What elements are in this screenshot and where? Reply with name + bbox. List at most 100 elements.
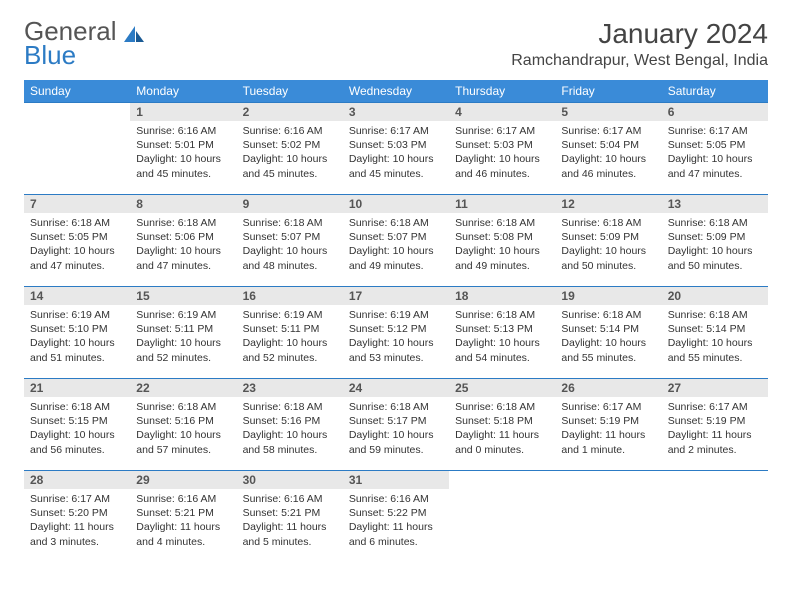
day-details: Sunrise: 6:17 AMSunset: 5:20 PMDaylight:… bbox=[24, 489, 130, 553]
day-details: Sunrise: 6:18 AMSunset: 5:09 PMDaylight:… bbox=[662, 213, 768, 277]
calendar-empty-cell bbox=[662, 471, 768, 563]
day-number: 26 bbox=[555, 379, 661, 397]
calendar-day-cell: 20Sunrise: 6:18 AMSunset: 5:14 PMDayligh… bbox=[662, 287, 768, 379]
calendar-empty-cell bbox=[449, 471, 555, 563]
day-details: Sunrise: 6:16 AMSunset: 5:21 PMDaylight:… bbox=[237, 489, 343, 553]
day-details: Sunrise: 6:19 AMSunset: 5:11 PMDaylight:… bbox=[237, 305, 343, 369]
day-number: 24 bbox=[343, 379, 449, 397]
day-details: Sunrise: 6:18 AMSunset: 5:06 PMDaylight:… bbox=[130, 213, 236, 277]
weekday-row: SundayMondayTuesdayWednesdayThursdayFrid… bbox=[24, 80, 768, 103]
day-details: Sunrise: 6:17 AMSunset: 5:05 PMDaylight:… bbox=[662, 121, 768, 185]
day-number: 8 bbox=[130, 195, 236, 213]
brand-logo: GeneralBlue bbox=[24, 18, 146, 68]
day-details: Sunrise: 6:18 AMSunset: 5:07 PMDaylight:… bbox=[343, 213, 449, 277]
weekday-header: Saturday bbox=[662, 80, 768, 103]
day-details: Sunrise: 6:18 AMSunset: 5:08 PMDaylight:… bbox=[449, 213, 555, 277]
calendar-week-row: 28Sunrise: 6:17 AMSunset: 5:20 PMDayligh… bbox=[24, 471, 768, 563]
day-details: Sunrise: 6:18 AMSunset: 5:13 PMDaylight:… bbox=[449, 305, 555, 369]
calendar-week-row: 14Sunrise: 6:19 AMSunset: 5:10 PMDayligh… bbox=[24, 287, 768, 379]
day-number: 20 bbox=[662, 287, 768, 305]
calendar-day-cell: 10Sunrise: 6:18 AMSunset: 5:07 PMDayligh… bbox=[343, 195, 449, 287]
day-number: 27 bbox=[662, 379, 768, 397]
calendar-day-cell: 12Sunrise: 6:18 AMSunset: 5:09 PMDayligh… bbox=[555, 195, 661, 287]
sail-icon bbox=[122, 24, 146, 44]
calendar-day-cell: 15Sunrise: 6:19 AMSunset: 5:11 PMDayligh… bbox=[130, 287, 236, 379]
calendar-day-cell: 24Sunrise: 6:18 AMSunset: 5:17 PMDayligh… bbox=[343, 379, 449, 471]
location: Ramchandrapur, West Bengal, India bbox=[511, 52, 768, 70]
day-details: Sunrise: 6:18 AMSunset: 5:14 PMDaylight:… bbox=[662, 305, 768, 369]
day-number: 5 bbox=[555, 103, 661, 121]
day-details: Sunrise: 6:17 AMSunset: 5:19 PMDaylight:… bbox=[662, 397, 768, 461]
weekday-header: Sunday bbox=[24, 80, 130, 103]
day-details: Sunrise: 6:16 AMSunset: 5:01 PMDaylight:… bbox=[130, 121, 236, 185]
day-number: 29 bbox=[130, 471, 236, 489]
calendar-empty-cell bbox=[555, 471, 661, 563]
day-number: 11 bbox=[449, 195, 555, 213]
day-details: Sunrise: 6:18 AMSunset: 5:05 PMDaylight:… bbox=[24, 213, 130, 277]
day-number: 23 bbox=[237, 379, 343, 397]
calendar-day-cell: 18Sunrise: 6:18 AMSunset: 5:13 PMDayligh… bbox=[449, 287, 555, 379]
day-number: 13 bbox=[662, 195, 768, 213]
day-details: Sunrise: 6:17 AMSunset: 5:03 PMDaylight:… bbox=[449, 121, 555, 185]
calendar-day-cell: 6Sunrise: 6:17 AMSunset: 5:05 PMDaylight… bbox=[662, 103, 768, 195]
calendar-day-cell: 26Sunrise: 6:17 AMSunset: 5:19 PMDayligh… bbox=[555, 379, 661, 471]
month-title: January 2024 bbox=[511, 18, 768, 50]
day-details: Sunrise: 6:18 AMSunset: 5:14 PMDaylight:… bbox=[555, 305, 661, 369]
calendar-day-cell: 2Sunrise: 6:16 AMSunset: 5:02 PMDaylight… bbox=[237, 103, 343, 195]
day-number: 18 bbox=[449, 287, 555, 305]
calendar-empty-cell bbox=[24, 103, 130, 195]
calendar-day-cell: 5Sunrise: 6:17 AMSunset: 5:04 PMDaylight… bbox=[555, 103, 661, 195]
day-number: 2 bbox=[237, 103, 343, 121]
calendar-day-cell: 23Sunrise: 6:18 AMSunset: 5:16 PMDayligh… bbox=[237, 379, 343, 471]
day-details: Sunrise: 6:16 AMSunset: 5:02 PMDaylight:… bbox=[237, 121, 343, 185]
calendar-day-cell: 9Sunrise: 6:18 AMSunset: 5:07 PMDaylight… bbox=[237, 195, 343, 287]
header: GeneralBlue January 2024 Ramchandrapur, … bbox=[24, 18, 768, 70]
day-details: Sunrise: 6:18 AMSunset: 5:09 PMDaylight:… bbox=[555, 213, 661, 277]
day-number: 25 bbox=[449, 379, 555, 397]
day-number: 15 bbox=[130, 287, 236, 305]
calendar-day-cell: 3Sunrise: 6:17 AMSunset: 5:03 PMDaylight… bbox=[343, 103, 449, 195]
day-details: Sunrise: 6:18 AMSunset: 5:15 PMDaylight:… bbox=[24, 397, 130, 461]
brand-part2: Blue bbox=[24, 42, 146, 68]
day-number: 16 bbox=[237, 287, 343, 305]
day-number: 22 bbox=[130, 379, 236, 397]
day-number: 4 bbox=[449, 103, 555, 121]
calendar-day-cell: 31Sunrise: 6:16 AMSunset: 5:22 PMDayligh… bbox=[343, 471, 449, 563]
calendar-day-cell: 11Sunrise: 6:18 AMSunset: 5:08 PMDayligh… bbox=[449, 195, 555, 287]
calendar-day-cell: 4Sunrise: 6:17 AMSunset: 5:03 PMDaylight… bbox=[449, 103, 555, 195]
day-details: Sunrise: 6:18 AMSunset: 5:16 PMDaylight:… bbox=[237, 397, 343, 461]
day-number: 31 bbox=[343, 471, 449, 489]
day-details: Sunrise: 6:19 AMSunset: 5:10 PMDaylight:… bbox=[24, 305, 130, 369]
weekday-header: Friday bbox=[555, 80, 661, 103]
calendar-day-cell: 16Sunrise: 6:19 AMSunset: 5:11 PMDayligh… bbox=[237, 287, 343, 379]
day-details: Sunrise: 6:16 AMSunset: 5:21 PMDaylight:… bbox=[130, 489, 236, 553]
calendar-week-row: 7Sunrise: 6:18 AMSunset: 5:05 PMDaylight… bbox=[24, 195, 768, 287]
calendar-table: SundayMondayTuesdayWednesdayThursdayFrid… bbox=[24, 80, 768, 563]
day-number: 10 bbox=[343, 195, 449, 213]
calendar-day-cell: 29Sunrise: 6:16 AMSunset: 5:21 PMDayligh… bbox=[130, 471, 236, 563]
day-number: 19 bbox=[555, 287, 661, 305]
day-details: Sunrise: 6:17 AMSunset: 5:04 PMDaylight:… bbox=[555, 121, 661, 185]
day-details: Sunrise: 6:17 AMSunset: 5:03 PMDaylight:… bbox=[343, 121, 449, 185]
weekday-header: Wednesday bbox=[343, 80, 449, 103]
calendar-day-cell: 19Sunrise: 6:18 AMSunset: 5:14 PMDayligh… bbox=[555, 287, 661, 379]
calendar-day-cell: 14Sunrise: 6:19 AMSunset: 5:10 PMDayligh… bbox=[24, 287, 130, 379]
calendar-day-cell: 21Sunrise: 6:18 AMSunset: 5:15 PMDayligh… bbox=[24, 379, 130, 471]
day-number: 6 bbox=[662, 103, 768, 121]
day-details: Sunrise: 6:18 AMSunset: 5:16 PMDaylight:… bbox=[130, 397, 236, 461]
day-number: 21 bbox=[24, 379, 130, 397]
weekday-header: Monday bbox=[130, 80, 236, 103]
day-number: 14 bbox=[24, 287, 130, 305]
weekday-header: Tuesday bbox=[237, 80, 343, 103]
calendar-day-cell: 28Sunrise: 6:17 AMSunset: 5:20 PMDayligh… bbox=[24, 471, 130, 563]
day-details: Sunrise: 6:17 AMSunset: 5:19 PMDaylight:… bbox=[555, 397, 661, 461]
day-number: 3 bbox=[343, 103, 449, 121]
day-details: Sunrise: 6:16 AMSunset: 5:22 PMDaylight:… bbox=[343, 489, 449, 553]
calendar-week-row: 21Sunrise: 6:18 AMSunset: 5:15 PMDayligh… bbox=[24, 379, 768, 471]
calendar-day-cell: 7Sunrise: 6:18 AMSunset: 5:05 PMDaylight… bbox=[24, 195, 130, 287]
calendar-day-cell: 27Sunrise: 6:17 AMSunset: 5:19 PMDayligh… bbox=[662, 379, 768, 471]
day-details: Sunrise: 6:19 AMSunset: 5:11 PMDaylight:… bbox=[130, 305, 236, 369]
weekday-header: Thursday bbox=[449, 80, 555, 103]
day-number: 12 bbox=[555, 195, 661, 213]
day-details: Sunrise: 6:18 AMSunset: 5:07 PMDaylight:… bbox=[237, 213, 343, 277]
